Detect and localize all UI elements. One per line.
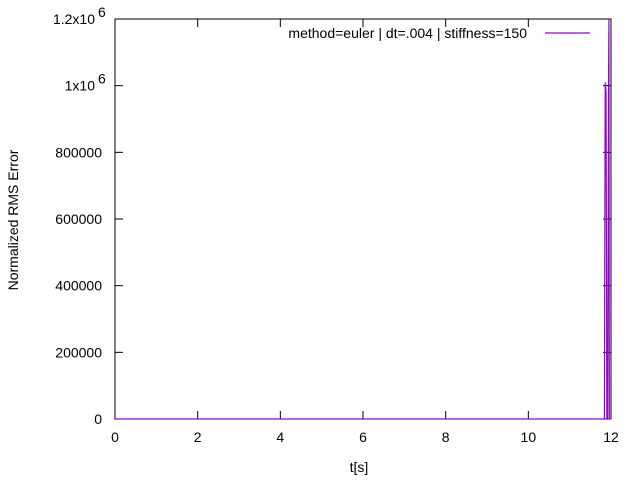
legend-label: method=euler | dt=.004 | stiffness=150 bbox=[288, 25, 527, 41]
series-layer bbox=[115, 18, 611, 420]
y-tick-label: 200000 bbox=[55, 344, 102, 360]
x-axis-ticks: 0 2 4 6 8 10 12 bbox=[111, 19, 619, 445]
x-tick-label: 10 bbox=[521, 429, 537, 445]
x-axis-label: t[s] bbox=[350, 459, 369, 475]
y-tick-label: 1.2x10 bbox=[53, 11, 95, 27]
y-tick-label-base: 400000 bbox=[55, 278, 102, 294]
legend: method=euler | dt=.004 | stiffness=150 bbox=[288, 25, 590, 41]
plot-area bbox=[114, 18, 612, 420]
x-tick-label: 12 bbox=[603, 429, 619, 445]
x-tick-label: 2 bbox=[194, 429, 202, 445]
y-tick-label: 400000 bbox=[55, 278, 102, 294]
x-tick-label: 4 bbox=[276, 429, 284, 445]
plot-border bbox=[114, 18, 612, 420]
y-tick-label-base: 1x10 bbox=[65, 78, 96, 94]
y-tick-label-exponent: 6 bbox=[98, 4, 106, 20]
y-tick-label: 600000 bbox=[55, 211, 102, 227]
y-tick-label-base: 1.2x10 bbox=[53, 11, 95, 27]
x-tick-label: 8 bbox=[442, 429, 450, 445]
series-line bbox=[115, 18, 611, 420]
y-tick-label-base: 200000 bbox=[55, 344, 102, 360]
y-tick-label-base: 800000 bbox=[55, 144, 102, 160]
y-tick-label: 1x10 bbox=[65, 78, 96, 94]
y-tick-label: 0 bbox=[94, 411, 102, 427]
y-axis-label: Normalized RMS Error bbox=[5, 149, 21, 290]
y-tick-label-base: 0 bbox=[94, 411, 102, 427]
x-tick-label: 6 bbox=[359, 429, 367, 445]
y-tick-label-exponent: 6 bbox=[98, 71, 106, 87]
y-tick-label-base: 600000 bbox=[55, 211, 102, 227]
x-tick-label: 0 bbox=[111, 429, 119, 445]
y-tick-label: 800000 bbox=[55, 144, 102, 160]
